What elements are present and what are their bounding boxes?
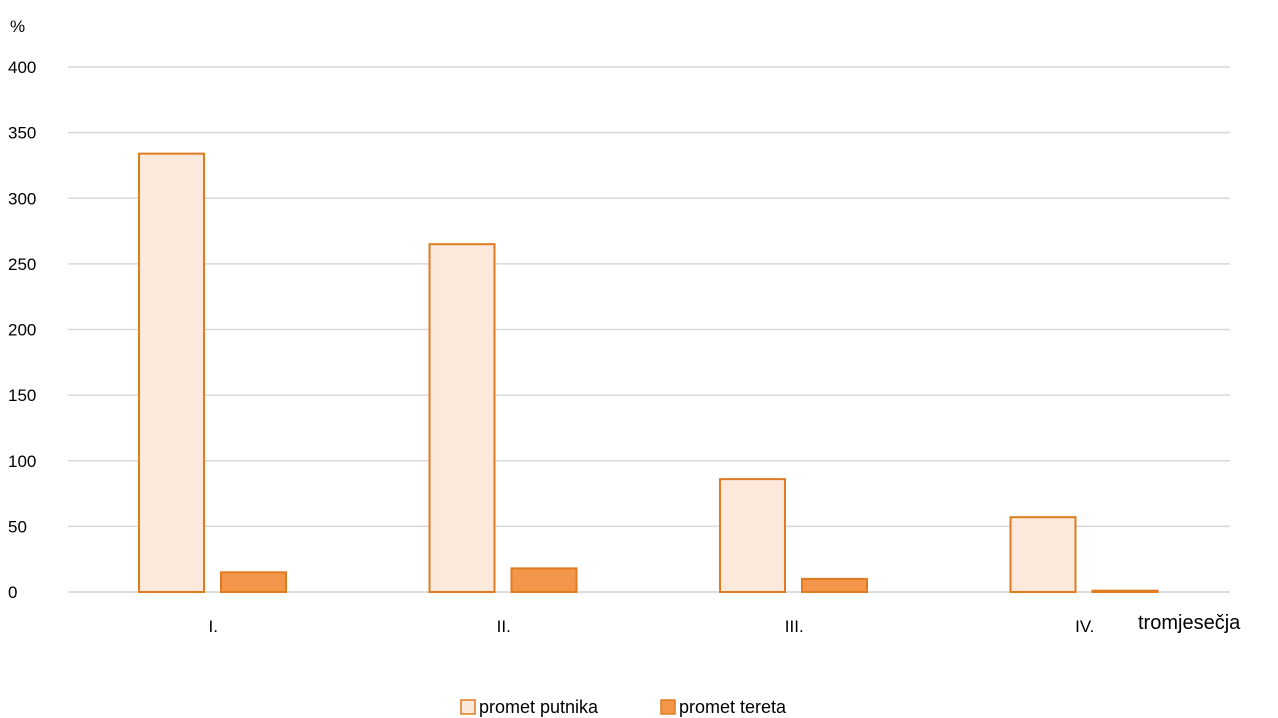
y-tick-label: 100	[8, 452, 36, 471]
y-tick-label: 0	[8, 583, 17, 602]
y-tick-labels: 0 50 100 150 200 250 300 350 400	[8, 58, 36, 602]
y-tick-label: 150	[8, 386, 36, 405]
y-tick-label: 250	[8, 255, 36, 274]
y-tick-label: 350	[8, 124, 36, 143]
legend-swatch-promet-tereta	[660, 699, 676, 715]
bar-promet-putnika-2	[719, 478, 786, 593]
x-axis-title: tromjesečja	[1138, 612, 1241, 634]
x-tick-label: IV.	[1075, 617, 1094, 636]
bar-promet-putnika-0	[138, 152, 205, 593]
y-axis-title: %	[10, 17, 25, 36]
x-tick-label: II.	[497, 617, 511, 636]
bar-promet-tereta-3	[1091, 589, 1159, 593]
x-tick-label: I.	[209, 617, 218, 636]
y-tick-label: 200	[8, 321, 36, 340]
legend-swatch-promet-putnika	[460, 699, 476, 715]
bar-promet-putnika-1	[428, 243, 496, 593]
bars	[138, 152, 1159, 593]
legend: promet putnika promet tereta	[460, 697, 787, 717]
bar-promet-tereta-0	[220, 571, 287, 593]
y-tick-label: 50	[8, 517, 27, 536]
legend-label-promet-putnika: promet putnika	[479, 697, 599, 717]
gridlines	[68, 66, 1230, 593]
bar-promet-putnika-3	[1009, 516, 1077, 593]
bar-promet-tereta-1	[510, 567, 578, 593]
bar-promet-tereta-2	[801, 577, 868, 593]
y-tick-label: 300	[8, 189, 36, 208]
x-tick-label: III.	[785, 617, 804, 636]
legend-label-promet-tereta: promet tereta	[679, 697, 787, 717]
y-tick-label: 400	[8, 58, 36, 77]
x-tick-labels: I. II. III. IV.	[209, 617, 1095, 636]
